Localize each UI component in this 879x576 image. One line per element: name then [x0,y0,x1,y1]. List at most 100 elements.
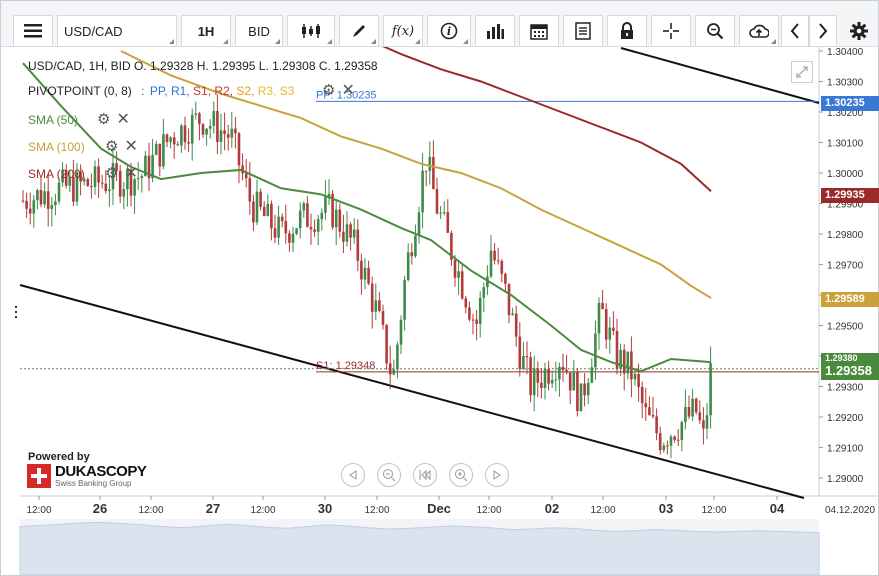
triangle-left-icon [349,470,357,480]
candle-down [644,403,648,408]
candle-up [691,398,694,417]
price-chart[interactable]: 1.30400 1.30300 1.30200 1.30100 1.30000 1.299… [1,47,878,575]
candle-up [54,201,57,206]
candle-up [136,178,140,180]
candle-down [475,319,478,324]
candle-down [28,208,32,214]
time-tick-label: 27 [206,501,220,516]
candle-down [432,157,435,190]
price-tick-label: 1.30100 [827,139,864,150]
time-tick-label: 12:00 [364,505,389,516]
draw-tool-button[interactable] [339,15,379,47]
ohlc-legend: USD/CAD, 1H, BID O. 1.29328 H. 1.29395 L… [28,59,378,73]
sma100-remove-icon[interactable]: ✕ [124,138,138,155]
info-button[interactable]: i [427,15,471,47]
scroll-back-button[interactable] [781,15,809,47]
expand-button[interactable] [791,61,813,83]
zoom-button[interactable] [695,15,735,47]
candle-down [702,420,705,429]
time-tick-label: 02 [545,501,559,516]
time-tick-label: 30 [318,501,332,516]
candle-down [338,209,342,232]
chart-navigation [341,463,509,487]
nav-back-button[interactable] [341,463,365,487]
candle-down [601,302,604,310]
fx-label: f(x) [391,23,415,39]
candle-up [205,128,208,135]
dukascopy-logo: DUKASCOPY Swiss Banking Group [27,462,147,488]
zoom-in-button[interactable] [449,463,473,487]
candle-down [525,355,529,358]
s1-line-label: S1: 1.29348 [316,360,375,372]
side-select[interactable]: BID [235,15,283,47]
toolbar: USD/CAD 1H BID f(x) i [1,1,878,47]
pivot-remove-icon[interactable]: ✕ [341,82,355,99]
pencil-icon [353,25,365,37]
crosshair-button[interactable] [651,15,691,47]
document-icon [575,22,591,40]
pivot-item-r1: R1, [170,84,190,98]
calendar-button[interactable] [519,15,559,47]
candle-up [543,368,547,389]
candle-down [604,309,608,340]
candle-down [46,191,50,209]
sma200-remove-icon[interactable]: ✕ [124,165,138,182]
candle-up [705,415,709,429]
price-tick-label: 1.29900 [827,200,864,211]
chevron-right-icon [819,23,828,39]
candle-down [565,370,568,373]
sma200-price-tag: 1.29935 [821,188,879,203]
scroll-forward-button[interactable] [809,15,837,47]
candle-down [309,226,313,230]
candle-up [406,252,410,280]
symbol-select[interactable]: USD/CAD [57,15,177,47]
magnifier-icon [707,23,724,40]
sma100-settings-icon[interactable]: ⚙ [105,138,119,155]
sma50-settings-icon[interactable]: ⚙ [97,111,111,128]
candle-up [334,209,338,228]
candle-up [320,212,324,220]
candle-up [93,166,97,187]
candle-up [126,169,129,190]
candle-up [324,197,327,213]
settings-button[interactable] [843,15,875,47]
pivot-settings-icon[interactable]: ⚙ [322,82,336,99]
sma50-remove-icon[interactable]: ✕ [116,111,130,128]
candle-down [183,125,187,143]
sma200-settings-icon[interactable]: ⚙ [105,165,119,182]
reset-view-button[interactable] [413,463,437,487]
candle-down [187,142,190,144]
candle-down [615,330,619,369]
cloud-save-button[interactable] [739,15,779,47]
zoom-out-button[interactable] [377,463,401,487]
menu-button[interactable] [13,15,53,47]
chart-type-button[interactable] [287,15,335,47]
timeframe-label: 1H [197,23,215,39]
logo-name: DUKASCOPY [55,462,147,480]
powered-by-label: Powered by [28,451,90,463]
candle-up [36,190,39,201]
pivot-item-s1: S1, [193,84,212,98]
candle-down [612,327,615,331]
news-button[interactable] [563,15,603,47]
volume-button[interactable] [475,15,515,47]
candle-down [288,233,291,243]
upper-trendline [620,47,820,104]
candle-up [392,369,396,375]
timeframe-select[interactable]: 1H [181,15,231,47]
nav-forward-button[interactable] [485,463,509,487]
candle-down [244,173,248,179]
candle-down [648,407,651,416]
candle-down [349,224,352,238]
candle-down [468,307,471,320]
candle-up [111,163,115,190]
candle-down [90,185,93,187]
candle-up [586,382,590,396]
candle-down [622,349,626,374]
candle-down [576,371,579,412]
sma50-line [22,62,712,373]
candle-down [514,313,518,337]
candle-down [378,300,381,311]
indicators-button[interactable]: f(x) [383,15,423,47]
lock-button[interactable] [607,15,647,47]
